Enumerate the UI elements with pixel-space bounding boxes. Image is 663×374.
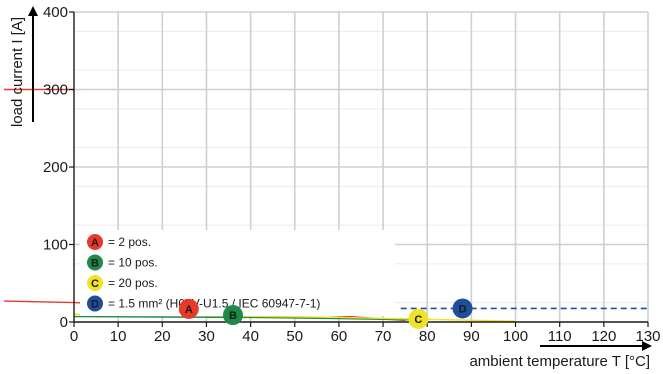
x-tick-label: 100 (503, 328, 528, 345)
legend-marker-b (87, 254, 103, 271)
x-tick-label: 40 (242, 328, 259, 345)
series-marker-letter: A (185, 304, 193, 316)
series-marker-letter: B (229, 310, 237, 322)
x-tick-label: 110 (548, 328, 572, 345)
x-tick-label: 50 (286, 328, 303, 345)
y-tick-label: 200 (43, 159, 68, 176)
y-axis-label: load current I [A] (9, 17, 26, 127)
axes (28, 6, 652, 351)
legend-marker-d (87, 295, 103, 312)
x-tick-label: 90 (463, 328, 480, 345)
tick-labels: 0 10 20 30 40 50 60 70 80 90 100 110 120 130 0 100 200 30… (43, 4, 661, 345)
legend-entry-a: = 2 pos. (108, 235, 151, 249)
legend-entry-d: = 1.5 mm² (H07V-U1.5 / IEC 60947-7-1) (108, 297, 320, 311)
x-tick-label: 10 (110, 328, 127, 345)
y-tick-label: 400 (43, 4, 68, 21)
x-tick-label: 120 (591, 328, 616, 345)
y-axis-arrow-head (28, 6, 38, 16)
x-axis-label: ambient temperature T [°C] (469, 353, 650, 370)
legend-marker-c (87, 275, 103, 291)
legend-marker-a (87, 234, 103, 250)
series-marker-c (408, 308, 429, 329)
legend-background (80, 230, 395, 316)
legend-marker-letter: C (91, 278, 99, 290)
x-tick-label: 70 (375, 328, 392, 345)
series-marker-letter: D (459, 303, 467, 315)
y-tick-label: 0 (60, 314, 68, 331)
series-marker-d (452, 298, 473, 319)
legend-entry-b: = 10 pos. (108, 256, 158, 270)
x-tick-label: 0 (70, 328, 78, 345)
y-tick-label: 300 (43, 82, 68, 99)
x-tick-label: 30 (198, 328, 215, 345)
x-tick-label: 130 (635, 328, 660, 345)
legend-marker-letter: A (91, 237, 99, 249)
series-marker-letter: C (414, 314, 422, 326)
legend-marker-letter: D (91, 299, 99, 311)
legend: A = 2 pos. B = 10 pos. C = 20 pos. D = 1.5 mm² … (87, 234, 320, 312)
series-marker-b (222, 305, 243, 326)
y-tick-label: 100 (43, 237, 68, 254)
x-axis-arrow-head (642, 341, 652, 351)
x-tick-label: 60 (331, 328, 348, 345)
x-tick-label: 80 (419, 328, 436, 345)
series-markers: A B C D (178, 298, 473, 329)
legend-entry-c: = 20 pos. (108, 276, 158, 290)
x-tick-label: 20 (154, 328, 171, 345)
series-marker-a (178, 298, 199, 319)
legend-marker-letter: B (91, 258, 99, 270)
